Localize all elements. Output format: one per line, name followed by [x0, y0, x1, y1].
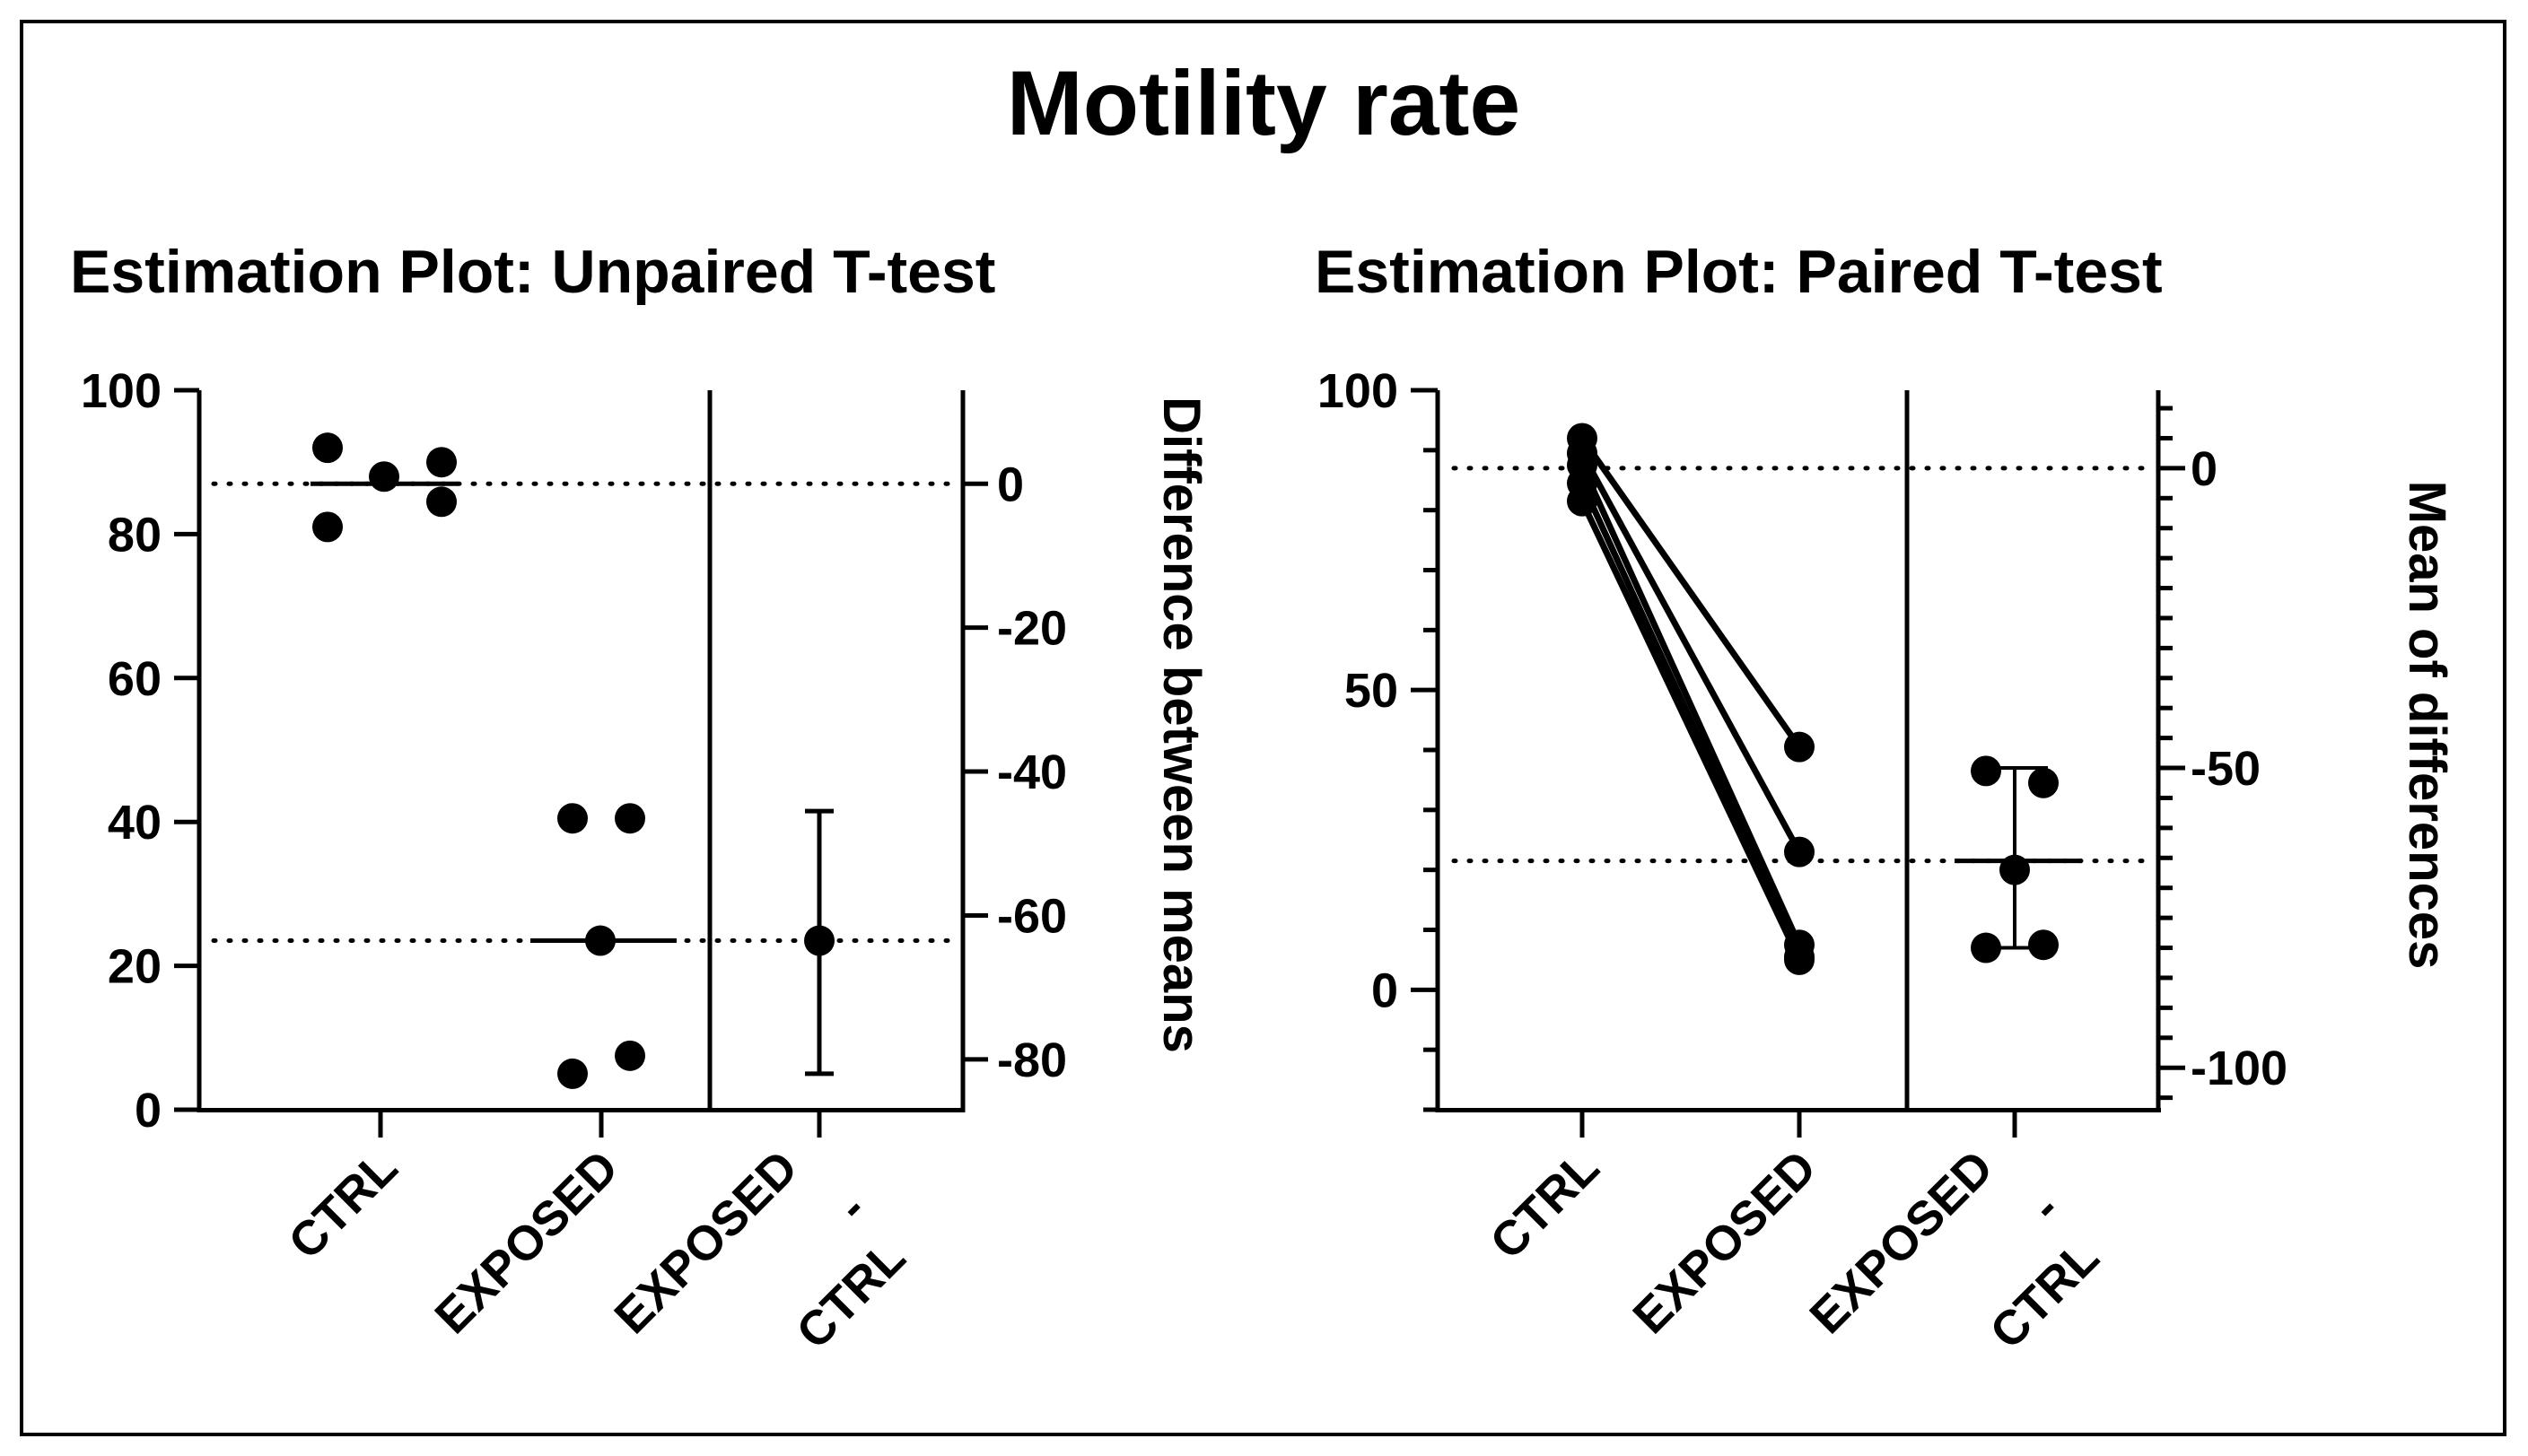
unpaired-y-tick-label: 80	[108, 508, 162, 562]
paired-connector-line	[1579, 436, 1802, 749]
paired-y-tick-label: 50	[1344, 664, 1398, 718]
unpaired-ctrl-point	[426, 447, 457, 478]
paired-y2-axis: 0 -50 -100 Mean of differences	[2156, 390, 2456, 1112]
paired-difference-point	[2028, 929, 2059, 961]
figure-title: Motility rate	[1007, 52, 1520, 154]
paired-difference-point	[1971, 932, 2001, 963]
unpaired-y-tick-label: 60	[108, 652, 162, 706]
paired-connector-line	[1579, 451, 1803, 854]
paired-ctrl-point	[1567, 485, 1597, 517]
unpaired-panel-title: Estimation Plot: Unpaired T-test	[70, 238, 995, 306]
unpaired-y-tick-label: 40	[108, 796, 162, 850]
unpaired-exposed-point	[615, 1040, 645, 1071]
unpaired-y-tick-label: 100	[81, 364, 162, 418]
paired-difference-point	[1999, 854, 2030, 885]
unpaired-ctrl-point	[312, 432, 343, 464]
unpaired-exposed-point	[557, 803, 588, 834]
unpaired-y2-tick-label: -20	[997, 602, 1067, 656]
unpaired-y2-tick-label: -80	[997, 1033, 1067, 1087]
paired-connector-line	[1579, 464, 1803, 946]
paired-exposed-point	[1784, 944, 1815, 975]
paired-y2-axis-label: Mean of differences	[2398, 481, 2456, 970]
figure-frame	[20, 20, 2506, 1436]
unpaired-exposed-point	[557, 1058, 588, 1089]
unpaired-y-tick-label: 20	[108, 940, 162, 994]
paired-y-tick-label: 100	[1317, 364, 1398, 418]
unpaired-y2-tick-label: -40	[997, 745, 1067, 799]
paired-y-tick-label: 0	[1371, 963, 1398, 1017]
paired-difference-point	[2028, 767, 2059, 798]
unpaired-y2-tick-label: -60	[997, 889, 1067, 943]
unpaired-ctrl-point	[369, 461, 399, 493]
paired-y-axis: 0 50 100	[1317, 364, 1440, 1112]
unpaired-y-axis: 0 20 40 60 80 100	[81, 364, 202, 1138]
unpaired-difference-mean-point	[804, 925, 835, 956]
unpaired-ctrl-point	[426, 486, 457, 518]
unpaired-y-tick-label: 0	[135, 1084, 162, 1138]
paired-exposed-point	[1784, 836, 1815, 867]
unpaired-y2-tick-label: 0	[997, 458, 1024, 511]
paired-connector-line	[1579, 500, 1803, 962]
paired-difference-point	[1971, 755, 2001, 787]
paired-y2-tick-label: -100	[2191, 1042, 2287, 1095]
unpaired-ctrl-point	[312, 511, 343, 543]
unpaired-y2-axis-label: Difference between means	[1152, 397, 1211, 1053]
unpaired-y2-axis: 0 -20 -40 -60 -80 Difference between means	[960, 390, 1211, 1112]
unpaired-exposed-point	[615, 803, 645, 834]
paired-panel-title: Estimation Plot: Paired T-test	[1315, 238, 2163, 306]
paired-y2-tick-label: 0	[2191, 442, 2217, 496]
paired-y2-tick-label: -50	[2191, 742, 2261, 796]
paired-exposed-point	[1784, 731, 1815, 763]
